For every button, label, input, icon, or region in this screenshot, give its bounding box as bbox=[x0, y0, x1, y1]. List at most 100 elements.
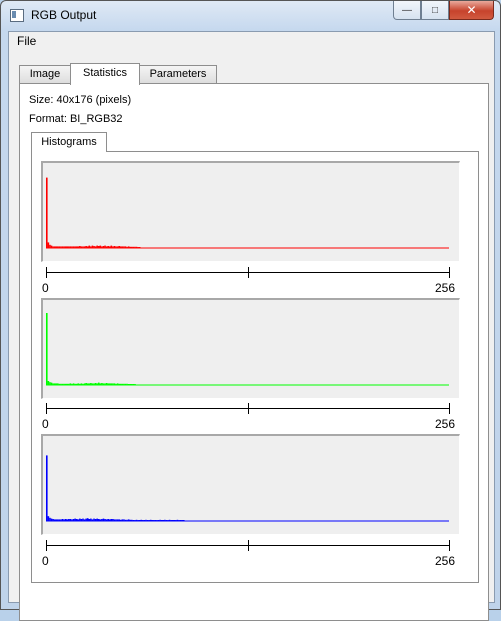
histogram-bar bbox=[164, 519, 166, 521]
histogram-bar bbox=[142, 520, 144, 521]
histogram-bar bbox=[93, 518, 95, 521]
histogram-bar bbox=[91, 383, 94, 385]
histogram-bar bbox=[80, 246, 83, 248]
histogram-bar bbox=[52, 383, 54, 385]
histogram-bar bbox=[168, 519, 171, 521]
histogram-bar bbox=[57, 246, 59, 248]
histogram-bar bbox=[118, 519, 121, 521]
histogram-green-plot bbox=[41, 298, 460, 399]
histogram-bar bbox=[94, 246, 97, 248]
histogram-bar bbox=[79, 383, 81, 385]
axis-tick bbox=[46, 267, 47, 278]
histogram-bar bbox=[66, 246, 69, 248]
histogram-bar bbox=[61, 383, 64, 385]
histogram-bar bbox=[115, 246, 117, 248]
histogram-bar bbox=[80, 519, 83, 521]
histogram-bar bbox=[72, 383, 75, 385]
histogram-bar bbox=[124, 246, 127, 248]
histogram-bar bbox=[113, 519, 116, 521]
format-label: Format: BI_RGB32 bbox=[29, 113, 123, 125]
histogram-bar bbox=[58, 519, 61, 521]
histogram-bar bbox=[118, 383, 121, 385]
histogram-bar bbox=[138, 520, 141, 521]
histogram-bar bbox=[140, 519, 143, 521]
menu-bar: File bbox=[9, 32, 494, 51]
histogram-bar bbox=[46, 177, 48, 248]
histogram-bar bbox=[99, 519, 102, 521]
histogram-bar bbox=[129, 384, 132, 385]
histogram-bar bbox=[46, 313, 48, 385]
histogram-bar bbox=[68, 246, 70, 248]
histogram-bar bbox=[131, 519, 133, 521]
histogram-bar bbox=[50, 382, 53, 385]
histogram-bar bbox=[149, 519, 152, 521]
histogram-bar bbox=[104, 245, 106, 248]
tab-histograms[interactable]: Histograms bbox=[31, 132, 107, 152]
tab-statistics[interactable]: Statistics bbox=[70, 63, 140, 85]
histogram-bar bbox=[60, 519, 62, 521]
histogram-bar bbox=[115, 383, 117, 385]
histogram-bar bbox=[83, 383, 86, 385]
histogram-bar bbox=[90, 383, 92, 385]
histogram-bar bbox=[119, 246, 122, 248]
minimize-button[interactable]: — bbox=[393, 1, 421, 20]
histogram-bar bbox=[134, 520, 136, 521]
histogram-bar bbox=[94, 519, 97, 521]
histogram-bar bbox=[71, 246, 73, 248]
histogram-bar bbox=[53, 519, 56, 521]
close-icon: ✕ bbox=[466, 3, 477, 17]
client-area: File Image Statistics Parameters Size: 4… bbox=[8, 31, 495, 621]
histogram-bar bbox=[110, 519, 113, 521]
menu-file[interactable]: File bbox=[17, 34, 37, 48]
histogram-bar bbox=[69, 519, 72, 521]
tab-image[interactable]: Image bbox=[19, 65, 71, 84]
histogram-bar bbox=[79, 518, 81, 521]
histogram-bar bbox=[91, 245, 94, 248]
histogram-bar bbox=[58, 246, 61, 248]
close-button[interactable]: ✕ bbox=[449, 1, 494, 20]
histogram-bar bbox=[49, 382, 51, 385]
histogram-bar bbox=[80, 383, 83, 385]
histogram-bar bbox=[91, 519, 94, 521]
histogram-bar bbox=[118, 246, 121, 248]
histogram-bar bbox=[105, 383, 108, 385]
histogram-bar bbox=[132, 246, 135, 248]
histogram-bar bbox=[101, 383, 103, 385]
histogram-bar bbox=[157, 520, 160, 521]
tab-parameters[interactable]: Parameters bbox=[139, 65, 217, 84]
window-title: RGB Output bbox=[31, 8, 97, 22]
histogram-bar bbox=[77, 246, 80, 248]
histogram-bar bbox=[134, 384, 136, 385]
histogram-bar bbox=[61, 246, 64, 248]
histogram-blue-axis bbox=[46, 540, 450, 551]
histogram-blue-xmin-label: 0 bbox=[42, 554, 49, 568]
histogram-bar bbox=[82, 383, 84, 385]
histogram-bar bbox=[143, 520, 146, 521]
histogram-bar bbox=[97, 382, 100, 385]
histogram-bar bbox=[101, 246, 103, 248]
histogram-bar bbox=[113, 383, 116, 385]
histogram-bar bbox=[121, 519, 124, 521]
histogram-bar bbox=[121, 383, 124, 385]
histogram-bar bbox=[115, 519, 117, 521]
axis-tick bbox=[449, 403, 450, 414]
histogram-bar bbox=[138, 247, 141, 248]
histogram-red-axis bbox=[46, 267, 450, 278]
histogram-bar bbox=[74, 518, 76, 521]
histogram-bar bbox=[49, 517, 51, 521]
histogram-bar bbox=[110, 245, 113, 248]
histogram-red-xmin-label: 0 bbox=[42, 281, 49, 295]
histogram-bar bbox=[69, 383, 72, 385]
window-app-icon[interactable] bbox=[10, 9, 24, 22]
histogram-bar bbox=[108, 246, 111, 248]
histogram-bar bbox=[123, 246, 125, 248]
histogram-blue-xmax-label: 256 bbox=[435, 554, 456, 568]
histogram-bar bbox=[107, 383, 109, 385]
histogram-bar bbox=[86, 518, 89, 521]
axis-tick bbox=[248, 267, 249, 278]
histogram-bar bbox=[79, 246, 81, 248]
histogram-bar bbox=[74, 246, 76, 248]
maximize-button[interactable]: □ bbox=[421, 1, 449, 20]
histogram-bar bbox=[124, 519, 127, 521]
title-bar[interactable]: RGB Output — □ ✕ bbox=[1, 1, 500, 31]
